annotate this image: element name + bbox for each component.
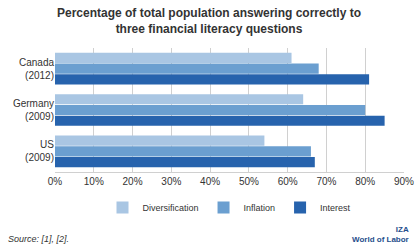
svg-text:20%: 20% (123, 176, 143, 187)
svg-text:IZAWorld of Labor: IZAWorld of Labor (352, 225, 409, 244)
svg-text:Inflation: Inflation (244, 203, 276, 213)
svg-text:80%: 80% (355, 176, 375, 187)
svg-text:Interest: Interest (320, 203, 351, 213)
svg-text:US(2009): US(2009) (25, 139, 54, 163)
svg-text:Germany(2009): Germany(2009) (13, 98, 54, 122)
svg-text:40%: 40% (200, 176, 220, 187)
svg-text:Percentage of total population: Percentage of total population answering… (57, 6, 361, 36)
svg-text:30%: 30% (161, 176, 181, 187)
svg-text:0%: 0% (48, 176, 63, 187)
svg-text:Canada(2012): Canada(2012) (19, 57, 54, 81)
svg-text:70%: 70% (316, 176, 336, 187)
svg-text:10%: 10% (84, 176, 104, 187)
svg-text:Source: [1], [2].: Source: [1], [2]. (8, 234, 69, 244)
svg-text:90%: 90% (394, 176, 414, 187)
svg-text:50%: 50% (239, 176, 259, 187)
svg-text:60%: 60% (278, 176, 298, 187)
svg-text:Diversification: Diversification (143, 203, 199, 213)
